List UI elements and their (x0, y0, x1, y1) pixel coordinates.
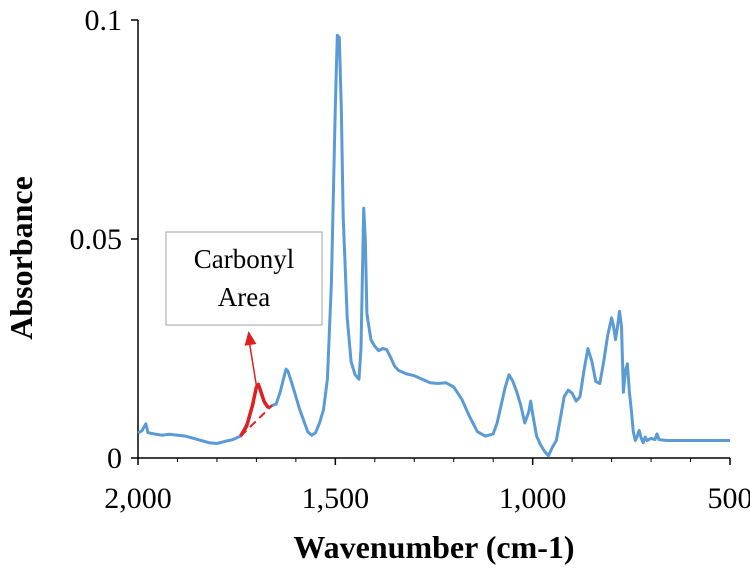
x-tick-label: 2,000 (104, 482, 172, 515)
y-tick-label: 0 (107, 442, 122, 475)
x-tick-label: 500 (708, 482, 750, 515)
annotation-box (165, 231, 323, 326)
y-axis-ticks: 0 0.05 0.1 (70, 4, 138, 475)
y-axis-title: Absorbance (3, 176, 39, 340)
annotation-line-1: Carbonyl (194, 244, 295, 274)
x-axis-title: Wavenumber (cm-1) (293, 529, 574, 565)
carbonyl-baseline (239, 404, 273, 437)
annotation-arrow (247, 336, 258, 386)
annotation-arrowhead (244, 330, 257, 346)
y-tick-label: 0.1 (85, 4, 123, 37)
carbonyl-peak-line (239, 382, 270, 438)
y-tick-label: 0.05 (70, 223, 123, 256)
x-tick-label: 1,500 (302, 482, 370, 515)
x-tick-label: 1,000 (499, 482, 567, 515)
annotation-line-2: Area (218, 282, 270, 312)
x-axis-ticks: 2,000 1,500 1,000 500 (104, 458, 750, 515)
